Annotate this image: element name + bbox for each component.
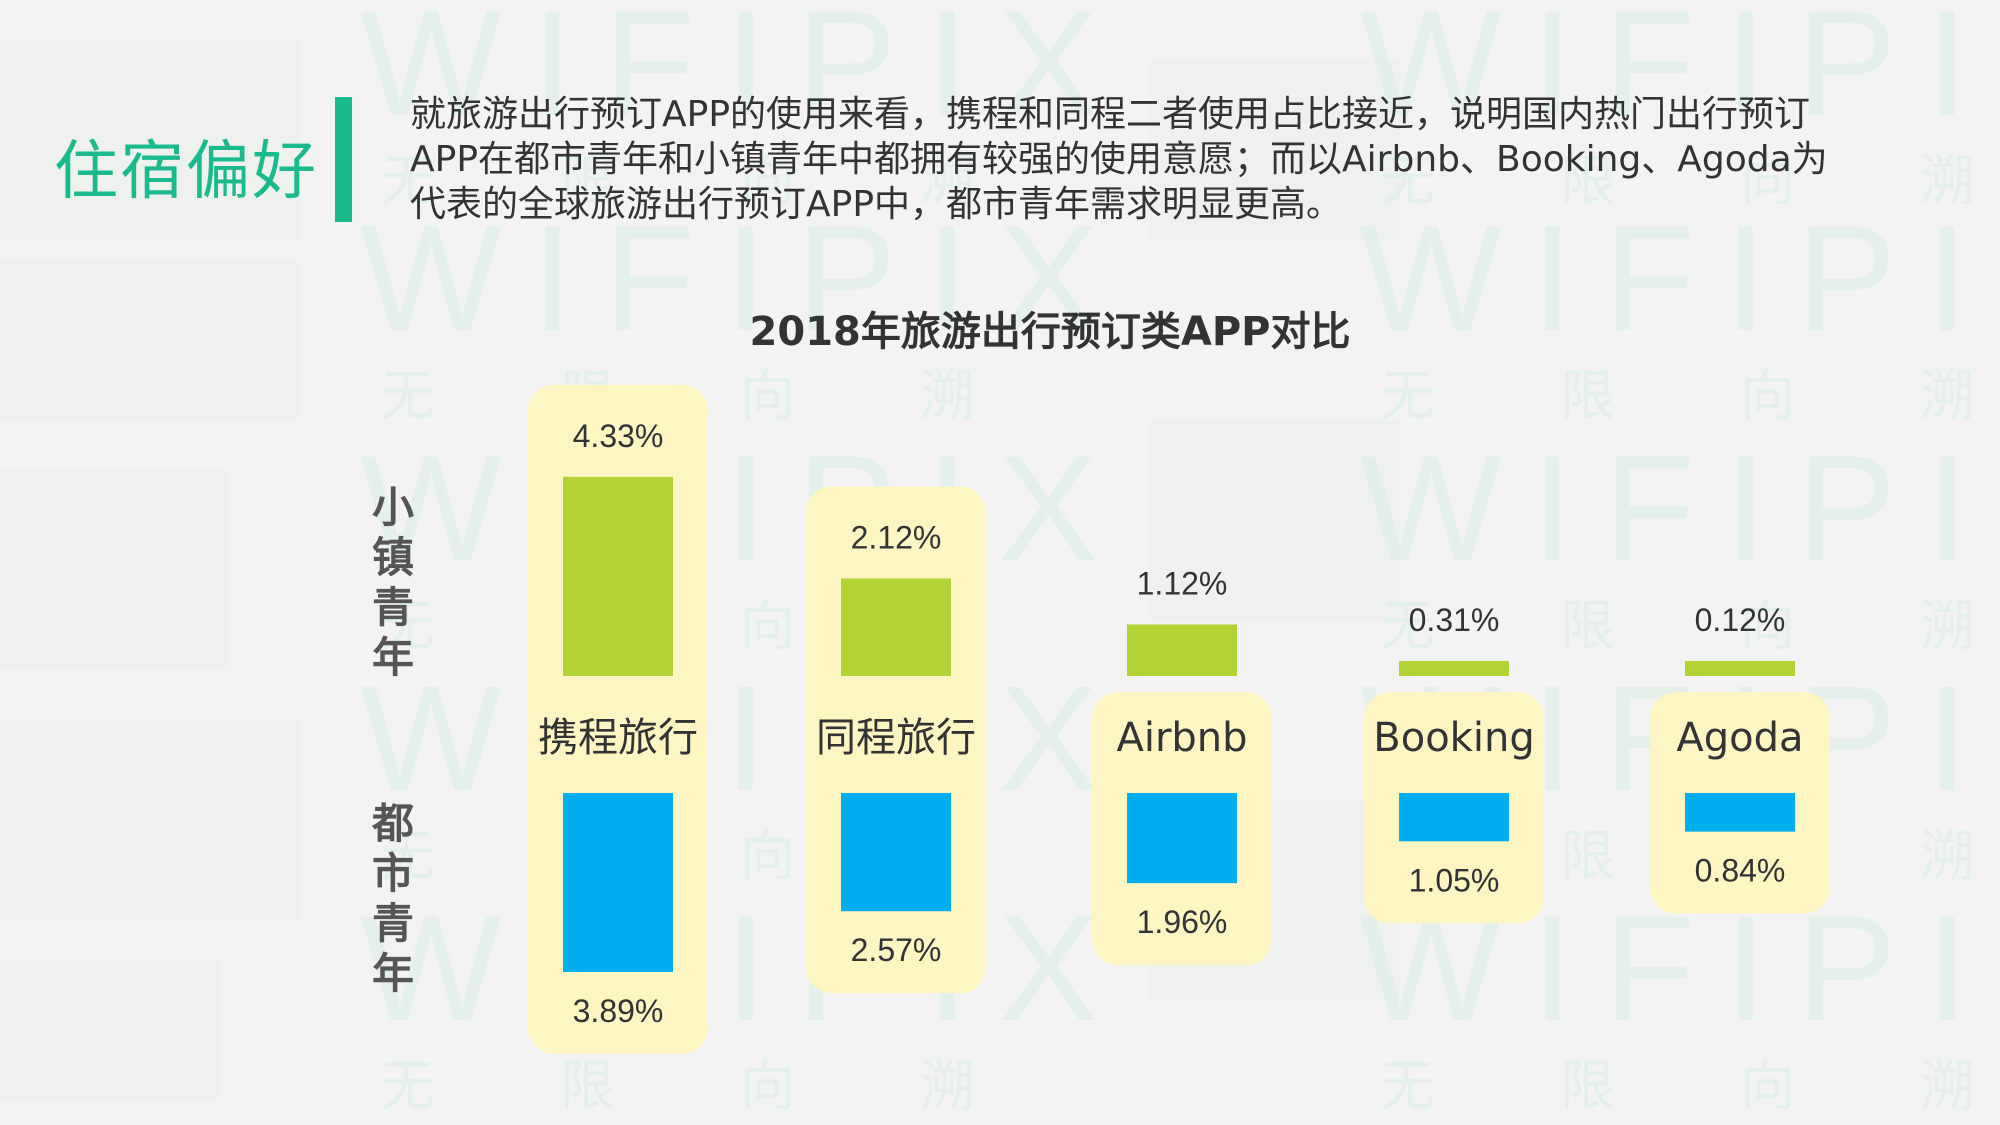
watermark-block (1150, 60, 1400, 240)
label-urban-4: 0.84% (1695, 853, 1786, 889)
watermark-char: 无 (1380, 1054, 1435, 1118)
bar-urban-3 (1399, 793, 1509, 842)
watermark-block (0, 470, 230, 670)
category-label-3: Booking (1373, 715, 1534, 761)
watermark-char: 向 (740, 1054, 795, 1118)
bar-small-town-4 (1685, 661, 1795, 676)
watermark-char: 无 (380, 364, 435, 428)
watermark-char: 限 (560, 1054, 615, 1118)
watermark-char: 限 (1560, 594, 1615, 658)
label-small-town-1: 2.12% (851, 519, 942, 555)
category-label-1: 同程旅行 (816, 715, 976, 761)
bar-urban-1 (841, 793, 951, 912)
watermark-char: 限 (1560, 1054, 1615, 1118)
watermark-char: 无 (380, 1054, 435, 1118)
watermark-char: 溯 (1920, 364, 1975, 428)
label-urban-0: 3.89% (573, 993, 664, 1029)
svg-text:年: 年 (372, 633, 414, 682)
watermark-block (0, 960, 220, 1100)
watermark-char: 向 (1740, 594, 1795, 658)
watermark-block (0, 720, 300, 920)
watermark-char: 向 (1740, 149, 1795, 213)
watermark-char: 溯 (1920, 1054, 1975, 1118)
bar-urban-4 (1685, 793, 1795, 832)
watermark-char: 溯 (1920, 594, 1975, 658)
label-urban-2: 1.96% (1137, 904, 1228, 940)
svg-text:镇: 镇 (372, 533, 414, 582)
watermark-char: 向 (740, 149, 795, 213)
svg-text:青: 青 (372, 899, 414, 948)
watermark-char: 限 (560, 149, 615, 213)
watermark-block (1150, 420, 1400, 620)
svg-text:小: 小 (372, 483, 414, 532)
watermark-char: 无 (380, 594, 435, 658)
watermark-block (0, 260, 300, 420)
bar-small-town-0 (563, 476, 673, 676)
watermark-char: 无 (380, 149, 435, 213)
label-small-town-0: 4.33% (573, 418, 664, 454)
watermark-char: 溯 (1920, 149, 1975, 213)
watermark-char: 限 (1560, 149, 1615, 213)
chart-title: 2018年旅游出行预订类APP对比 (750, 309, 1351, 355)
svg-text:青: 青 (372, 583, 414, 632)
watermark-brand: WIFIPIX (1360, 194, 2000, 362)
bar-small-town-3 (1399, 661, 1509, 676)
watermark-char: 溯 (1920, 824, 1975, 888)
watermark-brand: WIFIPIX (1360, 424, 2000, 592)
watermark-brand: WIFIPIX (1360, 0, 2000, 147)
svg-text:市: 市 (372, 849, 414, 898)
watermark-char: 限 (1560, 824, 1615, 888)
category-label-0: 携程旅行 (538, 715, 698, 761)
watermark-char: 溯 (920, 149, 975, 213)
label-urban-1: 2.57% (851, 932, 942, 968)
watermark-char: 溯 (920, 364, 975, 428)
watermark-char: 无 (1380, 364, 1435, 428)
summary-text: 就旅游出行预订APP的使用来看，携程和同程二者使用占比接近，说明国内热门出行预订… (410, 94, 1828, 225)
watermark-brand: WIFIPIX (360, 0, 1128, 147)
watermark-char: 限 (1560, 364, 1615, 428)
svg-text:年: 年 (372, 949, 414, 998)
watermark-char: 向 (740, 594, 795, 658)
label-small-town-2: 1.12% (1137, 565, 1228, 601)
bar-urban-2 (1127, 793, 1237, 884)
watermark-char: 无 (1380, 594, 1435, 658)
watermark-char: 向 (740, 364, 795, 428)
label-small-town-3: 0.31% (1409, 602, 1500, 638)
label-small-town-4: 0.12% (1695, 602, 1786, 638)
watermark-block (0, 40, 300, 240)
watermark-char: 无 (380, 824, 435, 888)
legend-small-town: 小镇青年 (372, 483, 414, 682)
legend-urban: 都市青年 (371, 799, 414, 998)
section-title: 住宿偏好 (54, 135, 318, 209)
category-label-4: Agoda (1676, 715, 1803, 761)
watermark-char: 向 (1740, 1054, 1795, 1118)
label-urban-3: 1.05% (1409, 862, 1500, 898)
bar-small-town-2 (1127, 624, 1237, 676)
svg-text:都: 都 (371, 799, 414, 848)
watermark-char: 溯 (920, 1054, 975, 1118)
watermark-char: 向 (1740, 364, 1795, 428)
watermark-char: 无 (1380, 149, 1435, 213)
category-label-2: Airbnb (1116, 715, 1247, 761)
watermark-char: 向 (740, 824, 795, 888)
watermark-brand: WIFIPIX (360, 194, 1128, 362)
bar-urban-0 (563, 793, 673, 972)
section-accent-bar (335, 97, 352, 222)
bar-small-town-1 (841, 578, 951, 676)
